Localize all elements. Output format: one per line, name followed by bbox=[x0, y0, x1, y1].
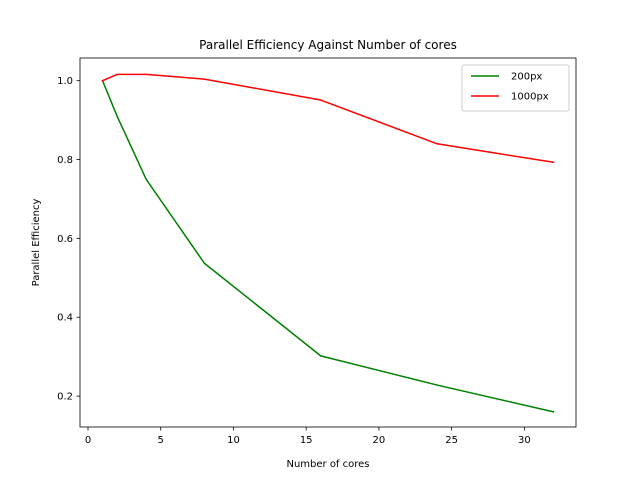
data-point bbox=[436, 143, 438, 145]
legend-label: 1000px bbox=[511, 92, 549, 103]
data-point bbox=[116, 73, 118, 76]
data-point bbox=[101, 79, 104, 82]
legend-label: 200px bbox=[511, 72, 542, 83]
data-point bbox=[552, 411, 555, 413]
data-point bbox=[319, 355, 322, 357]
data-point bbox=[552, 161, 555, 164]
data-point bbox=[203, 78, 206, 80]
series-layer bbox=[101, 73, 555, 413]
y-axis-label: Parallel Efficiency bbox=[31, 199, 42, 287]
data-point bbox=[116, 115, 118, 117]
data-point bbox=[436, 384, 438, 386]
y-axis-ticks: 0.2 0.4 0.6 0.8 1.0 bbox=[57, 76, 80, 403]
chart-title: Parallel Efficiency Against Number of co… bbox=[199, 38, 457, 52]
x-axis-label: Number of cores bbox=[286, 459, 369, 470]
data-point bbox=[145, 73, 147, 76]
y-tick-label: 0.2 bbox=[57, 392, 73, 403]
x-tick-label: 25 bbox=[445, 435, 458, 446]
x-tick-label: 15 bbox=[300, 435, 313, 446]
data-point bbox=[145, 178, 147, 181]
x-tick-label: 10 bbox=[227, 435, 240, 446]
x-axis-ticks: 0 5 10 15 20 25 30 bbox=[85, 427, 531, 446]
x-tick-label: 20 bbox=[373, 435, 386, 446]
y-tick-label: 0.6 bbox=[57, 234, 73, 245]
x-tick-label: 30 bbox=[518, 435, 531, 446]
data-point bbox=[203, 262, 206, 264]
x-tick-label: 5 bbox=[158, 435, 164, 446]
y-tick-label: 1.0 bbox=[57, 76, 73, 87]
data-point bbox=[319, 99, 322, 101]
y-tick-label: 0.4 bbox=[57, 313, 73, 324]
legend: 200px 1000px bbox=[461, 64, 570, 112]
y-tick-label: 0.8 bbox=[57, 155, 73, 166]
axes-frame bbox=[79, 57, 577, 428]
x-tick-label: 0 bbox=[85, 435, 91, 446]
